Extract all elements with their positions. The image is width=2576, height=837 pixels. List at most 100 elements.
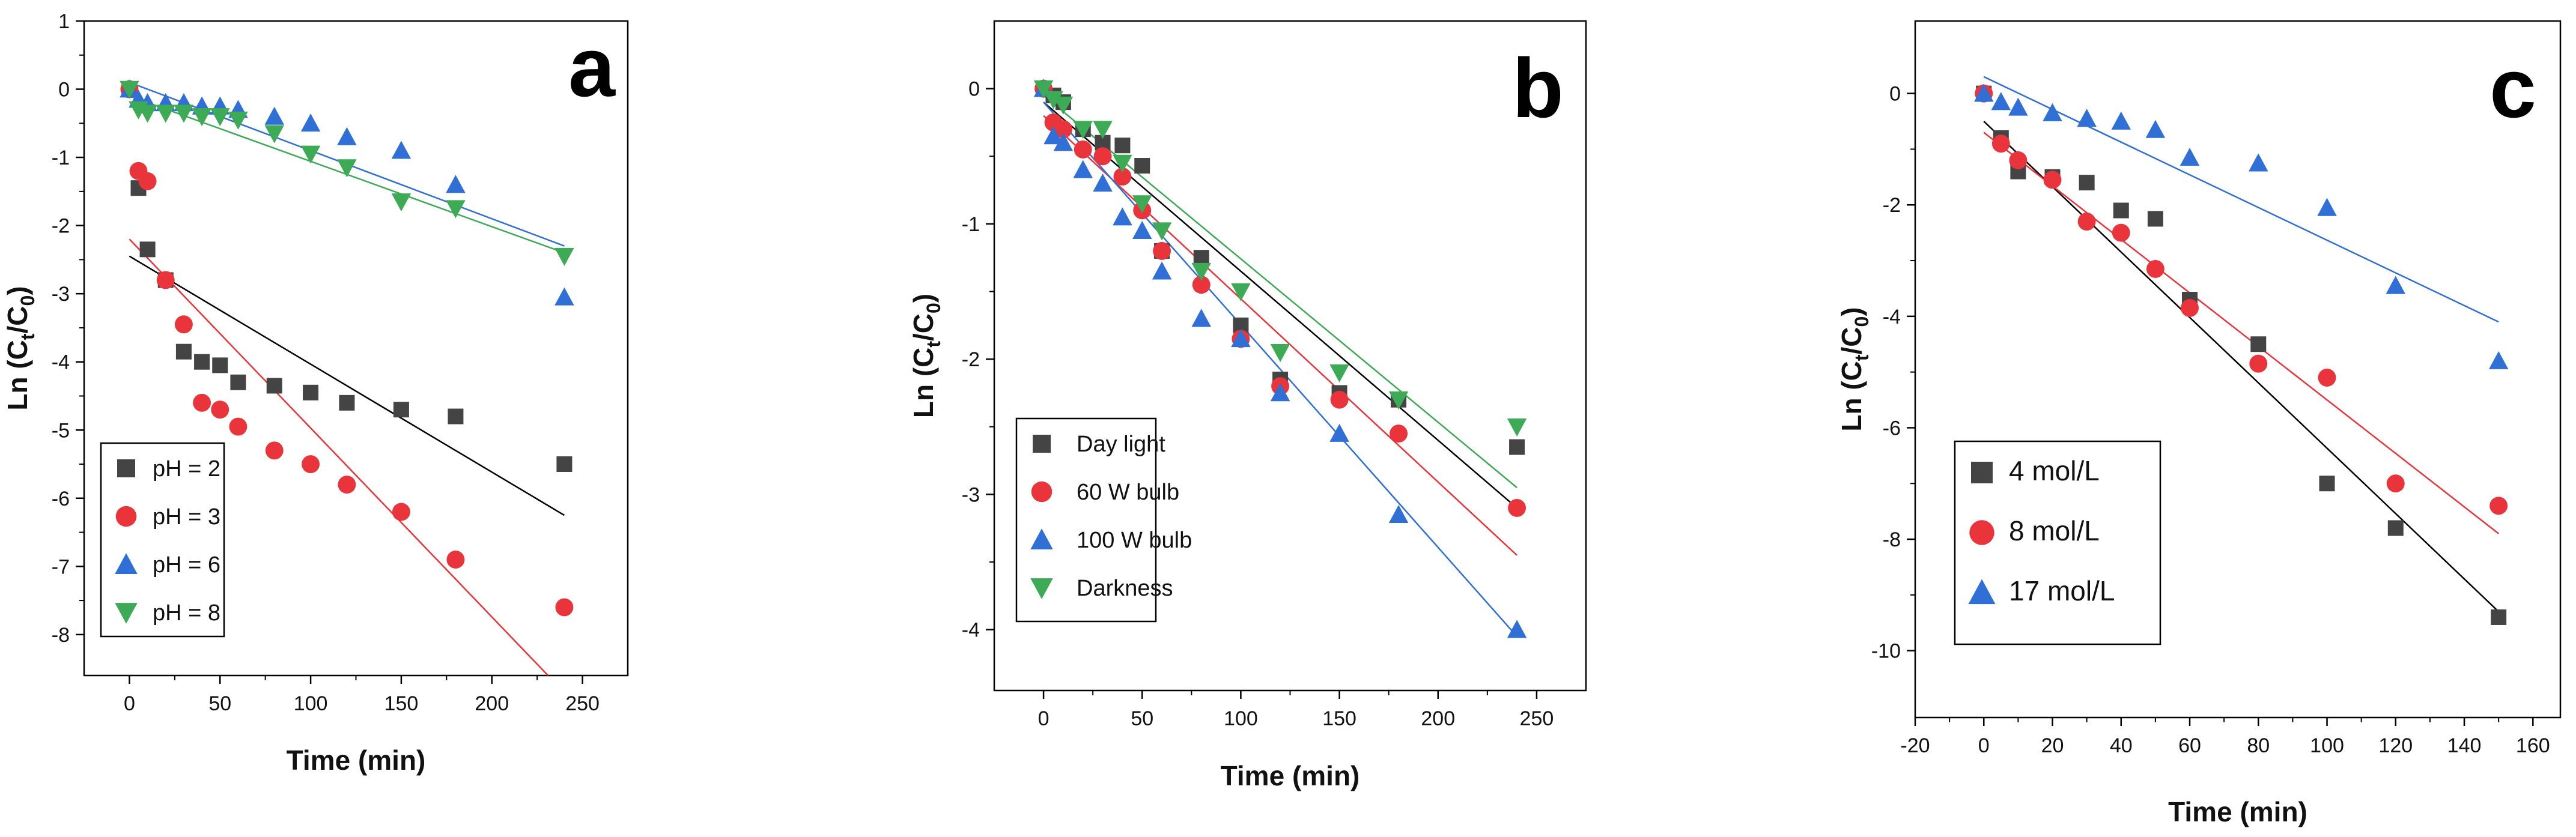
data-point: [2181, 298, 2199, 317]
x-axis-title: Time (min): [1221, 760, 1360, 791]
data-point: [1132, 220, 1152, 239]
data-point: [2386, 276, 2406, 294]
legend: pH = 2 pH = 3 pH = 6 pH = 8: [100, 442, 225, 638]
legend-marker: [1030, 578, 1053, 599]
data-point: [554, 287, 574, 306]
data-point: [1974, 83, 1994, 102]
data-point: [2079, 175, 2095, 191]
data-point: [1093, 147, 1112, 166]
data-point: [2146, 260, 2164, 278]
data-point: [2489, 497, 2508, 515]
data-point: [265, 441, 284, 460]
x-axis-title: Time (min): [2168, 796, 2307, 827]
data-point: [2008, 97, 2028, 116]
legend-label: Day light: [1077, 432, 1165, 457]
y-axis-title-part: ): [908, 294, 939, 303]
legend-marker: [115, 506, 137, 527]
data-point: [391, 193, 412, 212]
data-point: [392, 503, 410, 521]
data-point: [2249, 354, 2268, 373]
y-axis-title-part: t: [1851, 354, 1873, 361]
legend: 4 mol/L 8 mol/L 17 mol/L: [1954, 440, 2161, 645]
x-tick-label: 40: [2110, 734, 2133, 757]
y-axis-title-part: t: [17, 333, 38, 340]
y-axis-title-part: /C: [908, 313, 939, 341]
legend-marker: [115, 553, 138, 574]
y-axis-title-part: Ln (C: [2, 340, 33, 411]
data-point: [1991, 92, 2011, 110]
x-tick-label: 160: [2516, 734, 2550, 757]
data-point: [1153, 241, 1171, 260]
data-point: [193, 393, 211, 412]
plot-frame: [1914, 20, 2562, 719]
data-point: [1191, 262, 1211, 281]
y-axis-title-part: /C: [2, 306, 33, 333]
data-point: [138, 172, 157, 190]
y-tick-label: -2: [1883, 194, 1901, 217]
panel-letter: b: [1512, 41, 1564, 135]
x-tick-label: 200: [475, 692, 509, 715]
data-point: [393, 402, 409, 418]
y-axis-title-part: ): [1836, 307, 1867, 316]
fit-line-2: [1983, 131, 2499, 534]
data-point: [156, 104, 175, 123]
legend-marker: [117, 459, 135, 477]
data-point: [337, 159, 357, 178]
data-point: [2250, 336, 2267, 352]
data-point: [1134, 158, 1150, 174]
data-point: [2043, 103, 2062, 121]
data-point: [337, 127, 357, 145]
data-point: [2147, 211, 2163, 227]
x-tick-label: 80: [2247, 734, 2270, 757]
panel-letter: a: [568, 20, 616, 114]
data-point: [1508, 498, 1526, 517]
x-tick-label: 150: [384, 692, 419, 715]
panel-a: 0 50 100 150 200 250 1 0 -1 -2 -3 -4 -5 -6 -7 -8 Time (m…: [2, 10, 629, 776]
data-point: [1074, 141, 1092, 159]
data-point: [2491, 609, 2507, 625]
fit-line-1: [129, 255, 565, 516]
data-point: [1507, 620, 1527, 638]
data-point: [1193, 250, 1209, 266]
x-tick-label: 200: [1421, 707, 1455, 730]
data-point: [338, 476, 356, 494]
data-point: [1043, 91, 1063, 109]
y-tick-label: -6: [1883, 417, 1901, 440]
data-point: [556, 456, 573, 473]
data-point: [120, 80, 139, 99]
data-point: [2112, 223, 2130, 242]
data-point: [339, 394, 355, 411]
data-point: [1388, 391, 1409, 409]
y-axis-title-part: 0: [923, 303, 944, 313]
data-point: [1388, 504, 1409, 523]
x-tick-label: 120: [2378, 734, 2413, 757]
y-axis-title-part: t: [923, 341, 944, 348]
y-tick-label: -3: [52, 283, 70, 306]
y-axis-title-part: Ln (C: [908, 348, 939, 418]
panel-letter: c: [2489, 41, 2536, 135]
data-point: [1329, 423, 1349, 442]
legend-label: 4 mol/L: [2009, 455, 2100, 486]
data-point: [1191, 309, 1211, 327]
data-point: [1114, 137, 1131, 154]
y-tick-label: -1: [962, 213, 980, 236]
x-tick-label: 100: [2310, 734, 2344, 757]
y-tick-label: 0: [58, 79, 70, 101]
x-tick-label: 0: [1038, 707, 1050, 730]
panel-c: -20 0 20 40 60 80 100 120 140 160 0 -2 -4 -6 -8 -10 Time…: [1836, 20, 2562, 827]
legend-label: Darkness: [1077, 576, 1173, 601]
legend-marker: [1971, 462, 1993, 483]
y-tick-label: -4: [1883, 306, 1901, 328]
x-tick-label: 0: [124, 692, 135, 715]
data-point: [554, 247, 574, 266]
data-point: [1132, 195, 1152, 214]
fit-line-3: [1983, 76, 2499, 323]
y-axis-title-part: /C: [1836, 327, 1867, 354]
data-point: [2113, 202, 2129, 219]
legend-label: 8 mol/L: [2009, 515, 2100, 546]
data-point: [446, 551, 465, 569]
data-point: [264, 106, 284, 125]
legend-label: pH = 3: [153, 504, 220, 530]
y-axis-title-part: 0: [1851, 316, 1873, 327]
